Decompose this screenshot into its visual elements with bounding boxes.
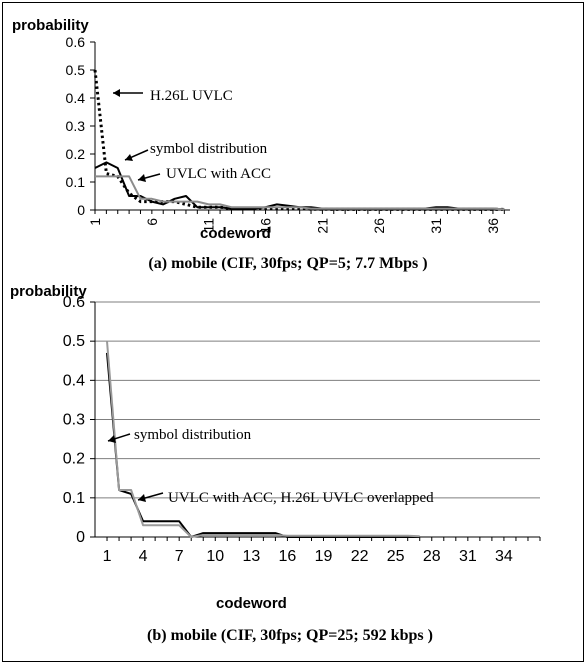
y-tick-label: 0.5: [63, 333, 85, 350]
series-line-uvlc-with-acc-h-26l-uvlc-overlapped: [106, 341, 420, 538]
y-tick-label: 0.1: [63, 490, 85, 507]
chart-a-ylabel: probability: [12, 17, 89, 34]
y-tick-label: 0.5: [66, 62, 86, 78]
arrowhead-symbol-distribution-b: [108, 435, 116, 443]
x-tick-label: 16: [279, 548, 297, 565]
series-line-symbol-distribution: [94, 161, 505, 211]
chart-b-y-tick-labels: 0 0.1 0.2 0.3 0.4 0.5 0.6: [63, 294, 85, 546]
arrowhead-uvlc-acc: [138, 174, 146, 182]
series-line-uvlc-with-acc: [95, 175, 505, 211]
x-tick-label: 26: [371, 218, 387, 234]
annotation-symbol-distribution: symbol distribution: [150, 141, 268, 157]
x-tick-label: 19: [315, 548, 333, 565]
chart-b-caption: (b) mobile (CIF, 30fps; QP=25; 592 kbps …: [147, 627, 433, 644]
y-tick-label: 0.1: [66, 174, 86, 190]
y-tick-label: 0.2: [66, 146, 86, 162]
x-tick-label: 4: [139, 548, 148, 565]
annotation-h26l-uvlc: H.26L UVLC: [150, 88, 233, 104]
y-tick-label: 0: [76, 529, 85, 546]
x-tick-label: 34: [495, 548, 513, 565]
chart-a-axes: [90, 41, 510, 214]
chart-b-xlabel: codeword: [216, 595, 287, 612]
chart-a-series: [93, 69, 505, 211]
y-tick-label: 0.6: [63, 294, 85, 311]
y-tick-label: 0.3: [66, 118, 86, 134]
y-tick-label: 0.6: [66, 34, 86, 50]
y-tick-label: 0: [77, 202, 85, 218]
chart-b: probability codeword (b) mobile (CIF, 30…: [10, 283, 541, 644]
chart-a-annotations: H.26L UVLC symbol distribution UVLC with…: [113, 88, 271, 182]
x-tick-label: 16: [258, 218, 274, 234]
x-tick-label: 10: [206, 548, 224, 565]
arrowhead-overlapped: [138, 494, 146, 502]
x-tick-label: 21: [314, 218, 330, 234]
y-tick-label: 0.4: [66, 90, 86, 106]
x-tick-label: 6: [144, 218, 160, 226]
arrowhead-h26l-uvlc: [113, 89, 120, 97]
chart-a-caption: (a) mobile (CIF, 30fps; QP=5; 7.7 Mbps ): [148, 255, 427, 272]
x-tick-label: 28: [423, 548, 441, 565]
annotation-symbol-distribution-b: symbol distribution: [134, 427, 252, 443]
chart-a-y-tick-labels: 0 0.1 0.2 0.3 0.4 0.5 0.6: [66, 34, 86, 218]
chart-b-annotations: symbol distribution UVLC with ACC, H.26L…: [107, 427, 434, 506]
x-tick-label: 1: [103, 548, 112, 565]
x-tick-label: 31: [428, 218, 444, 234]
arrowhead-symbol-distribution: [125, 154, 133, 161]
series-line-symbol-distribution: [106, 352, 420, 538]
x-tick-label: 31: [459, 548, 477, 565]
y-tick-label: 0.2: [63, 451, 85, 468]
x-tick-label: 7: [175, 548, 184, 565]
x-tick-label: 11: [201, 218, 217, 233]
y-tick-label: 0.4: [63, 372, 85, 389]
chart-b-gridlines: [95, 301, 540, 499]
x-tick-label: 13: [242, 548, 260, 565]
chart-b-ylabel: probability: [10, 283, 87, 300]
chart-a-xlabel: codeword: [200, 225, 271, 242]
x-tick-label: 36: [485, 218, 501, 234]
x-tick-label: 1: [87, 218, 103, 226]
annotation-overlapped: UVLC with ACC, H.26L UVLC overlapped: [168, 490, 434, 506]
annotation-uvlc-acc: UVLC with ACC: [166, 166, 271, 182]
chart-b-x-tick-labels: 1 4 7 10 13 16 19 22 25 28 31 34: [103, 548, 513, 565]
x-tick-label: 25: [387, 548, 405, 565]
x-tick-label: 22: [351, 548, 369, 565]
chart-a-x-tick-labels: 1 6 11 16 21 26 31 36: [87, 218, 501, 234]
chart-b-series: [106, 341, 420, 538]
y-tick-label: 0.3: [63, 412, 85, 429]
chart-a: probability codeword (a) mobile (CIF, 30…: [12, 17, 510, 272]
